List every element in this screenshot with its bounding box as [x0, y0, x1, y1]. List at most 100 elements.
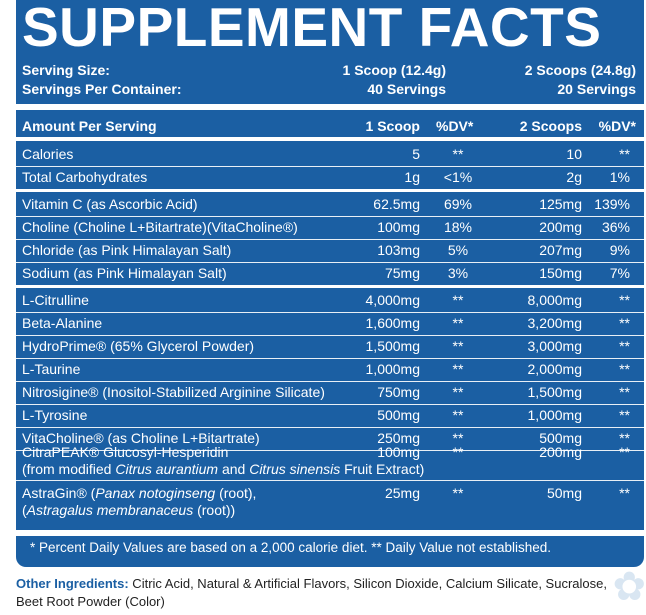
servings-per-container-row: Servings Per Container: 40 Servings 20 S…: [22, 80, 636, 98]
dv-1: **: [452, 485, 464, 501]
amount-2: 1,500mg: [527, 384, 582, 400]
table-row: Beta-Alanine 1,600mg ** 3,200mg **: [22, 312, 636, 335]
dv-1: **: [452, 292, 464, 308]
table-row: AstraGin® (Panax notoginseng (root), (As…: [22, 482, 636, 518]
nutrient-name: Vitamin C (as Ascorbic Acid): [22, 196, 198, 212]
divider-thick: [16, 189, 644, 192]
row-divider: [16, 166, 644, 167]
serving-size-2: 2 Scoops (24.8g): [524, 62, 636, 78]
nutrient-name: Choline (Choline L+Bitartrate)(VitaCholi…: [22, 219, 298, 235]
amount-1: 25mg: [384, 485, 420, 501]
table-row: Sodium (as Pink Himalayan Salt) 75mg 3% 150…: [22, 262, 636, 285]
serving-size-label: Serving Size:: [22, 62, 110, 78]
header-col1: 1 Scoop: [365, 118, 420, 134]
amount-1: 100mg: [377, 219, 420, 235]
table-header: Amount Per Serving 1 Scoop %DV* 2 Scoops…: [22, 117, 636, 135]
nutrient-name: Calories: [22, 146, 74, 162]
dv-2: **: [619, 384, 630, 400]
servings-per-container-label: Servings Per Container:: [22, 81, 182, 97]
table-row: Calories 5 ** 10 **: [22, 143, 636, 166]
row-divider: [16, 404, 644, 405]
dv-2: 36%: [601, 219, 630, 235]
dv-2: **: [619, 444, 630, 460]
dv-2: **: [619, 430, 630, 446]
other-ingredients: Other Ingredients: Citric Acid, Natural …: [16, 575, 636, 611]
amount-2: 8,000mg: [527, 292, 582, 308]
amount-1: 750mg: [377, 384, 420, 400]
table-row: HydroPrime® (65% Glycerol Powder) 1,500mg…: [22, 335, 636, 358]
nutrient-name: Chloride (as Pink Himalayan Salt): [22, 242, 232, 258]
row-divider: [16, 381, 644, 382]
amount-2: 200mg: [539, 444, 582, 460]
row-divider: [16, 450, 644, 451]
nutrient-name: Beta-Alanine: [22, 315, 103, 331]
divider-thick: [16, 104, 644, 110]
dv-1: **: [452, 407, 464, 423]
dv-1: **: [452, 444, 464, 460]
dv-1: 69%: [443, 196, 473, 212]
table-row: Choline (Choline L+Bitartrate)(VitaCholi…: [22, 216, 636, 239]
table-row: Nitrosigine® (Inositol-Stabilized Argini…: [22, 381, 636, 404]
divider-thick: [16, 530, 644, 536]
servings-per-container-1: 40 Servings: [367, 81, 446, 97]
header-col2: 2 Scoops: [519, 118, 582, 134]
table-row: L-Tyrosine 500mg ** 1,000mg **: [22, 404, 636, 427]
amount-2: 125mg: [539, 196, 582, 212]
dv-1: 3%: [447, 265, 469, 281]
table-row: CitraPEAK® Glucosyl-Hesperidin (from mod…: [22, 441, 636, 477]
amount-1: 103mg: [377, 242, 420, 258]
amount-1: 1,000mg: [365, 361, 420, 377]
divider-thick: [16, 137, 644, 141]
dv-1: **: [452, 338, 464, 354]
other-ingredients-text: Citric Acid, Natural & Artificial Flavor…: [16, 576, 607, 609]
dv-2: **: [619, 361, 630, 377]
nutrient-name: AstraGin® (Panax notoginseng (root), (As…: [22, 485, 257, 518]
dv-1: 5%: [447, 242, 469, 258]
dv-2: **: [619, 315, 630, 331]
amount-1: 1,600mg: [365, 315, 420, 331]
amount-2: 2,000mg: [527, 361, 582, 377]
watermark-icon: ✿: [612, 565, 646, 609]
dv-2: **: [619, 146, 630, 162]
nutrient-name: Nitrosigine® (Inositol-Stabilized Argini…: [22, 384, 325, 400]
other-ingredients-label: Other Ingredients:: [16, 576, 129, 591]
dv-1: 18%: [443, 219, 473, 235]
nutrient-name: CitraPEAK® Glucosyl-Hesperidin (from mod…: [22, 444, 425, 477]
amount-2: 50mg: [546, 485, 582, 501]
row-divider: [16, 335, 644, 336]
nutrient-name: L-Taurine: [22, 361, 81, 377]
row-divider: [16, 480, 644, 481]
supplement-facts-panel: SUPPLEMENT FACTS Serving Size: 1 Scoop (…: [16, 0, 644, 567]
nutrient-name: Sodium (as Pink Himalayan Salt): [22, 265, 227, 281]
dv-2: 7%: [609, 265, 630, 281]
row-divider: [16, 262, 644, 263]
serving-size-row: Serving Size: 1 Scoop (12.4g) 2 Scoops (…: [22, 61, 636, 79]
row-divider: [16, 427, 644, 428]
nutrient-name: Total Carbohydrates: [22, 169, 148, 185]
amount-1: 500mg: [377, 407, 420, 423]
divider-thick: [16, 285, 644, 288]
row-divider: [16, 239, 644, 240]
amount-1: 75mg: [384, 265, 420, 281]
amount-2: 2g: [566, 169, 582, 185]
nutrient-name: VitaCholine® (as Choline L+Bitartrate): [22, 430, 260, 446]
header-dv1: %DV*: [436, 118, 474, 134]
dv-2: **: [619, 407, 630, 423]
nutrient-name: HydroPrime® (65% Glycerol Powder): [22, 338, 255, 354]
header-amount: Amount Per Serving: [22, 118, 157, 134]
amount-1: 250mg: [377, 430, 420, 446]
dv-2: 139%: [594, 196, 630, 212]
table-row: L-Taurine 1,000mg ** 2,000mg **: [22, 358, 636, 381]
amount-1: 100mg: [377, 444, 420, 460]
dv-1: **: [452, 430, 464, 446]
serving-size-1: 1 Scoop (12.4g): [342, 62, 446, 78]
amount-2: 3,200mg: [527, 315, 582, 331]
amount-2: 10: [566, 146, 582, 162]
dv-1: <1%: [443, 169, 473, 185]
amount-1: 5: [412, 146, 420, 162]
table-row: Vitamin C (as Ascorbic Acid) 62.5mg 69% 125…: [22, 193, 636, 216]
dv-1: **: [452, 146, 464, 162]
servings-per-container-2: 20 Servings: [557, 81, 636, 97]
amount-2: 200mg: [539, 219, 582, 235]
row-divider: [16, 312, 644, 313]
